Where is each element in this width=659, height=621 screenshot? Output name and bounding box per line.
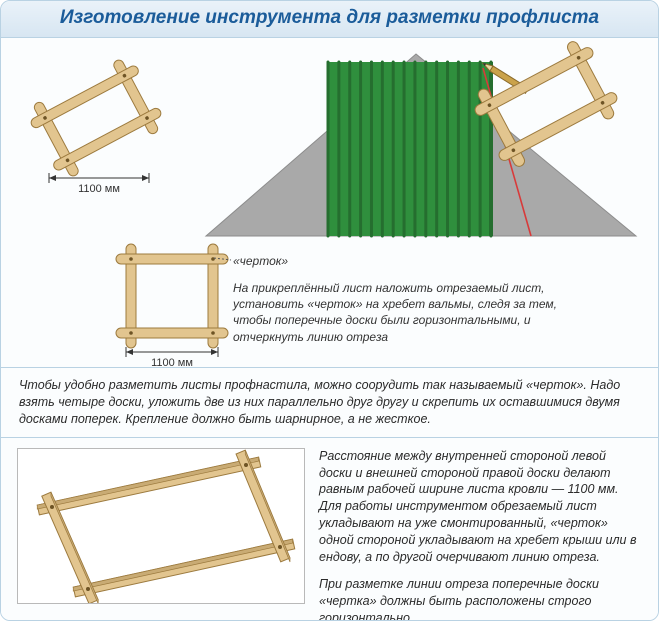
lower-p2: При разметке линии отреза поперечные дос… xyxy=(319,576,642,621)
page: Изготовление инструмента для разметки пр… xyxy=(0,0,659,621)
lower-section: Расстояние между внутренней стороной лев… xyxy=(1,438,658,621)
frame-3d-svg xyxy=(18,449,304,603)
chertok-square xyxy=(116,244,228,348)
dimension-square: 1100 мм xyxy=(126,347,218,368)
corrugated-sheet xyxy=(328,62,493,236)
svg-text:1100 мм: 1100 мм xyxy=(151,357,193,368)
overlay-instruction: На прикреплённый лист наложить отрезаемы… xyxy=(233,280,563,345)
frame-3d xyxy=(37,450,294,603)
lower-text: Расстояние между внутренней стороной лев… xyxy=(319,448,642,621)
lower-p1: Расстояние между внутренней стороной лев… xyxy=(319,448,642,566)
mid-paragraph: Чтобы удобно разметить листы профнастила… xyxy=(1,368,658,438)
chertok-rotated xyxy=(24,54,168,183)
page-title: Изготовление инструмента для разметки пр… xyxy=(1,1,658,38)
frame-3d-box xyxy=(17,448,305,604)
chertok-label: «черток» xyxy=(233,254,288,268)
upper-diagram: 1100 мм 1100 мм «черток» На прикреплённы… xyxy=(1,38,658,368)
dimension-upper: 1100 мм xyxy=(49,173,149,195)
svg-text:1100 мм: 1100 мм xyxy=(78,183,120,195)
